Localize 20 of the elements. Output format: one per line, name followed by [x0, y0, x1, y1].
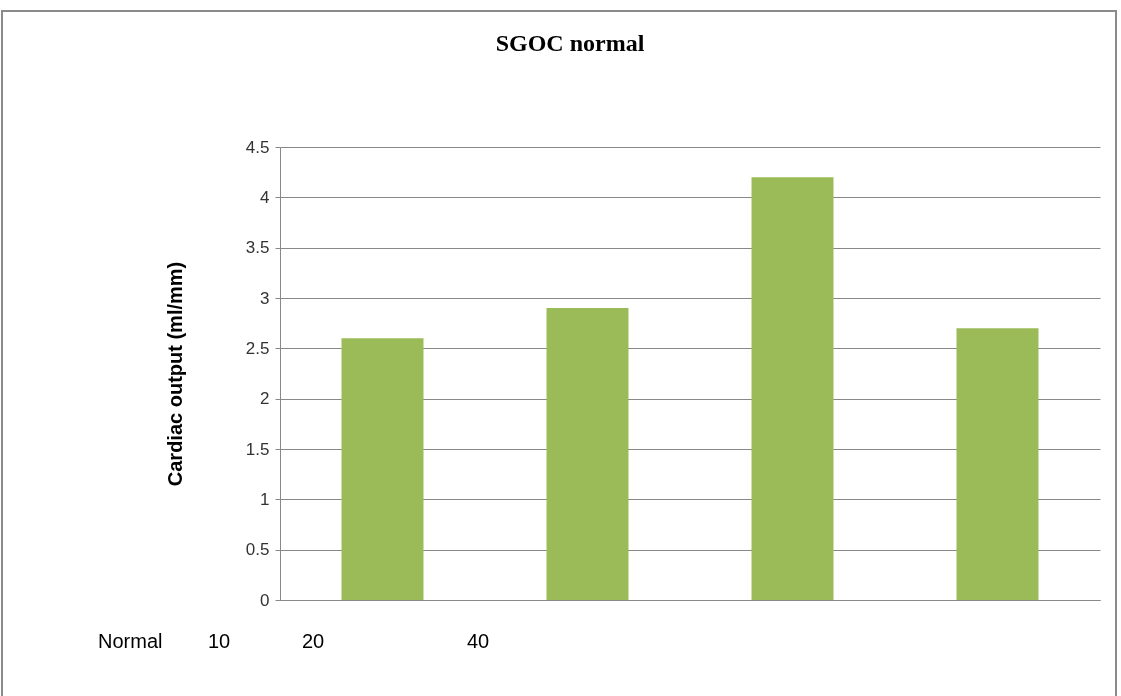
- y-tick-label: 3.5: [245, 238, 270, 258]
- bar: [956, 328, 1039, 600]
- y-tick-label: 1: [260, 489, 270, 509]
- y-tick-label: 2.5: [245, 338, 270, 358]
- bar: [546, 308, 629, 600]
- text: Normal: [98, 630, 163, 653]
- bar: [341, 338, 424, 600]
- y-tick-label: 3: [260, 288, 270, 308]
- text: 10: [208, 630, 231, 653]
- y-axis-title: Cardiac output (ml/mm): [163, 261, 186, 487]
- text: 40: [467, 630, 490, 653]
- y-tick-label: 0.5: [245, 540, 270, 560]
- y-tick-label: 1.5: [245, 439, 270, 459]
- y-tick-label: 4.5: [245, 137, 270, 157]
- chart-title: SGOC normal: [495, 30, 645, 56]
- y-tick-label: 2: [260, 389, 270, 409]
- y-tick-label: 0: [260, 590, 270, 610]
- bar: [751, 177, 834, 600]
- text: 20: [302, 630, 325, 653]
- y-tick-label: 4: [260, 187, 270, 207]
